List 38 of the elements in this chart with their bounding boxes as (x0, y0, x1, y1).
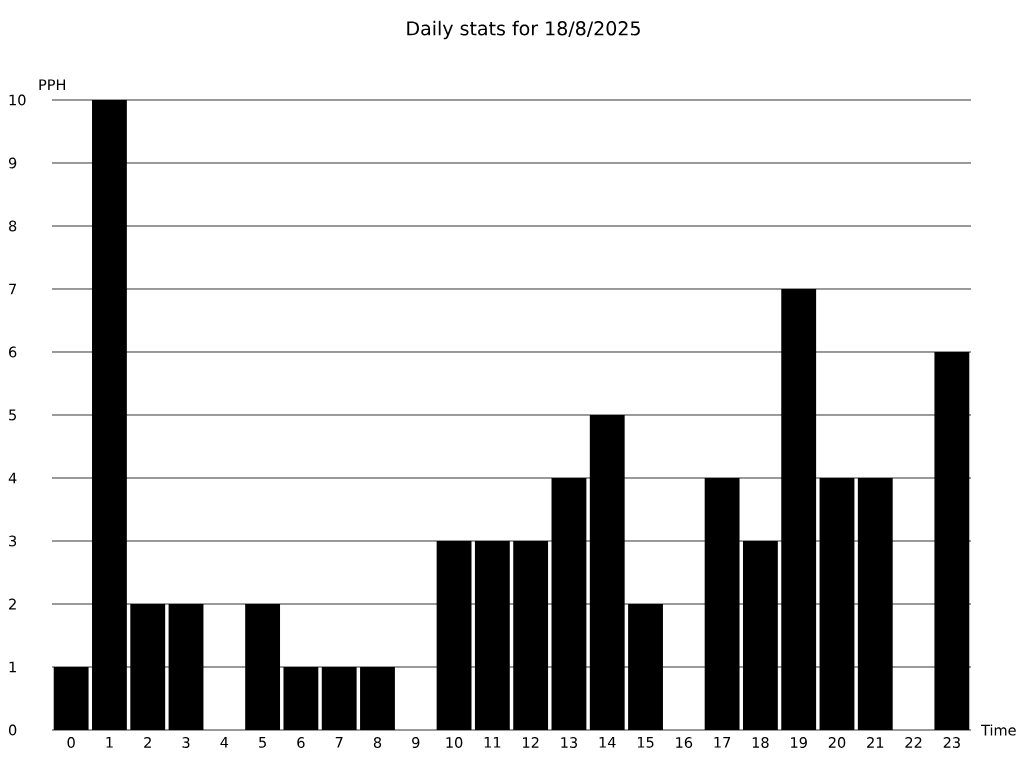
chart-title: Daily stats for 18/8/2025 (407, 20, 640, 40)
y-tick-label: 7 (9, 283, 17, 295)
y-tick-label: 2 (9, 598, 16, 610)
y-tick-label: 9 (8, 157, 17, 169)
y-tick-label: 4 (8, 472, 17, 484)
x-tick-label: 5 (259, 737, 266, 748)
x-tick-label: 10 (446, 737, 463, 748)
x-tick-label: 22 (905, 737, 922, 748)
x-tick-label: 19 (791, 737, 807, 748)
x-tick-label: 9 (412, 737, 420, 748)
x-tick-label: 7 (335, 737, 343, 748)
x-tick-label: 2 (144, 737, 151, 748)
x-tick-label: 14 (599, 737, 616, 748)
y-tick-label: 6 (9, 346, 17, 358)
x-tick-label: 16 (676, 737, 693, 748)
x-tick-label: 13 (561, 737, 577, 748)
x-tick-label: 1 (106, 737, 113, 748)
y-tick-label: 3 (9, 535, 17, 547)
x-tick-label: 12 (523, 737, 539, 748)
y-tick-label: 10 (9, 94, 26, 106)
x-tick-label: 20 (828, 737, 846, 748)
x-tick-label: 0 (67, 737, 75, 748)
x-tick-label: 11 (484, 737, 501, 748)
y-tick-label: 5 (9, 409, 16, 421)
y-tick-label: 8 (9, 220, 17, 232)
x-tick-label: 3 (182, 737, 190, 748)
x-tick-label: 8 (373, 737, 382, 748)
x-tick-label: 18 (752, 737, 769, 748)
x-tick-label: 6 (297, 737, 305, 748)
x-tick-label: 21 (867, 737, 884, 748)
x-tick-label: 17 (714, 737, 731, 748)
x-tick-label: 15 (637, 737, 654, 748)
x-tick-label: 23 (943, 737, 960, 748)
y-tick-label: 0 (8, 724, 17, 736)
x-axis-title: Time (981, 724, 1016, 736)
y-tick-label: 1 (9, 661, 16, 673)
y-axis-title: PPH (39, 79, 65, 90)
x-tick-label: 4 (220, 737, 229, 748)
